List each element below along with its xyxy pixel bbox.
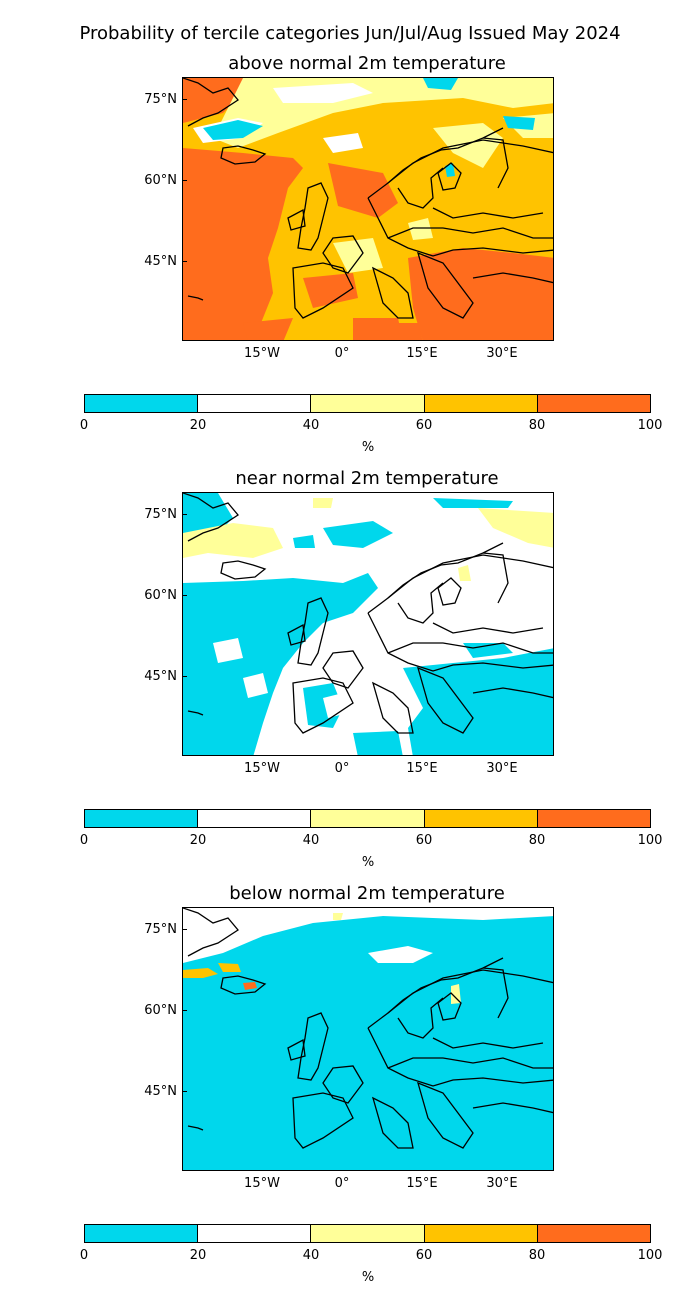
lon-label-0: 0° xyxy=(334,1176,350,1191)
colorbar-bin-20-40 xyxy=(197,1225,311,1242)
figure-title: Probability of tercile categories Jun/Ju… xyxy=(79,23,621,44)
lat-label-45n: 45°N xyxy=(144,254,177,269)
lon-label-30e: 30°E xyxy=(486,1176,518,1191)
colorbar-tick: 80 xyxy=(528,418,546,433)
panel-title: below normal 2m temperature xyxy=(229,883,505,904)
colorbar-tick: 100 xyxy=(637,418,663,433)
lon-label-15e: 15°E xyxy=(406,346,438,361)
lat-label-60n: 60°N xyxy=(144,588,177,603)
colorbar-tick: 100 xyxy=(637,1248,663,1263)
map-below-normal[interactable] xyxy=(182,907,554,1171)
lon-label-15e: 15°E xyxy=(406,761,438,776)
panel-title: above normal 2m temperature xyxy=(228,53,506,74)
colorbar-bin-0-20 xyxy=(85,810,198,827)
colorbar-unit: % xyxy=(361,1270,375,1285)
colorbar-tick: 20 xyxy=(189,833,207,848)
colorbar xyxy=(84,394,651,413)
colorbar-tick: 80 xyxy=(528,1248,546,1263)
colorbar-tick: 20 xyxy=(189,418,207,433)
colorbar-tick: 60 xyxy=(415,833,433,848)
colorbar-tick: 40 xyxy=(302,833,320,848)
colorbar-tick: 0 xyxy=(79,1248,89,1263)
map-canvas xyxy=(183,78,553,340)
colorbar-tick: 60 xyxy=(415,1248,433,1263)
lat-label-75n: 75°N xyxy=(144,92,177,107)
colorbar-tick: 40 xyxy=(302,1248,320,1263)
colorbar-bin-0-20 xyxy=(85,395,198,412)
colorbar-bin-80-100 xyxy=(536,1225,651,1242)
lat-label-75n: 75°N xyxy=(144,507,177,522)
lat-label-75n: 75°N xyxy=(144,922,177,937)
lat-label-45n: 45°N xyxy=(144,669,177,684)
colorbar-bin-80-100 xyxy=(536,810,651,827)
lon-label-15w: 15°W xyxy=(244,346,280,361)
map-canvas xyxy=(183,493,553,755)
panel-title: near normal 2m temperature xyxy=(235,468,499,489)
colorbar-bin-60-80 xyxy=(423,1225,537,1242)
lon-label-30e: 30°E xyxy=(486,761,518,776)
colorbar-bin-80-100 xyxy=(536,395,651,412)
colorbar-bin-40-60 xyxy=(310,810,424,827)
colorbar-bin-40-60 xyxy=(310,1225,424,1242)
colorbar-bin-40-60 xyxy=(310,395,424,412)
colorbar-tick: 100 xyxy=(637,833,663,848)
colorbar-unit: % xyxy=(361,440,375,455)
colorbar-tick: 40 xyxy=(302,418,320,433)
colorbar-tick: 20 xyxy=(189,1248,207,1263)
colorbar xyxy=(84,1224,651,1243)
lat-label-45n: 45°N xyxy=(144,1084,177,1099)
lat-label-60n: 60°N xyxy=(144,173,177,188)
colorbar-tick: 0 xyxy=(79,418,89,433)
colorbar-bin-20-40 xyxy=(197,395,311,412)
lon-label-0: 0° xyxy=(334,346,350,361)
colorbar-bin-0-20 xyxy=(85,1225,198,1242)
colorbar-bin-60-80 xyxy=(423,810,537,827)
map-near-normal[interactable] xyxy=(182,492,554,756)
lon-label-0: 0° xyxy=(334,761,350,776)
colorbar-unit: % xyxy=(361,855,375,870)
lat-label-60n: 60°N xyxy=(144,1003,177,1018)
lon-label-30e: 30°E xyxy=(486,346,518,361)
map-canvas xyxy=(183,908,553,1170)
colorbar-tick: 80 xyxy=(528,833,546,848)
colorbar-bin-20-40 xyxy=(197,810,311,827)
colorbar-tick: 0 xyxy=(79,833,89,848)
lon-label-15e: 15°E xyxy=(406,1176,438,1191)
map-above-normal[interactable] xyxy=(182,77,554,341)
lon-label-15w: 15°W xyxy=(244,1176,280,1191)
colorbar-bin-60-80 xyxy=(423,395,537,412)
lon-label-15w: 15°W xyxy=(244,761,280,776)
colorbar-tick: 60 xyxy=(415,418,433,433)
colorbar xyxy=(84,809,651,828)
